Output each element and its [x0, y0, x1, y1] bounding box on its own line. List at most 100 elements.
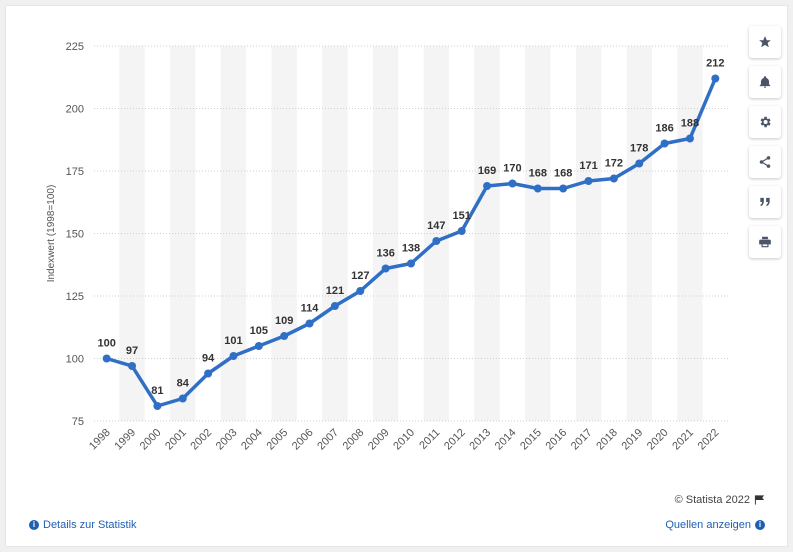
- column-band: [677, 46, 703, 421]
- x-tick-label: 2018: [594, 427, 620, 453]
- y-tick-label: 100: [66, 354, 84, 366]
- x-tick-label: 2004: [239, 427, 265, 453]
- data-label: 84: [177, 378, 190, 390]
- data-point: [128, 362, 137, 370]
- x-tick-label: 2019: [620, 427, 646, 453]
- x-tick-label: 2008: [341, 427, 367, 453]
- flag-icon: [754, 495, 765, 505]
- data-point: [508, 179, 517, 188]
- x-tick-label: 2015: [518, 427, 544, 453]
- data-label: 81: [151, 385, 163, 397]
- data-point: [584, 177, 593, 185]
- settings-button[interactable]: [749, 106, 781, 138]
- data-point: [153, 402, 162, 410]
- copyright-text: © Statista 2022: [674, 494, 750, 506]
- details-link-label: Details zur Statistik: [43, 519, 137, 531]
- data-point: [432, 237, 441, 245]
- x-tick-label: 2021: [670, 427, 696, 453]
- y-tick-label: 150: [66, 229, 84, 241]
- x-tick-label: 2000: [138, 427, 164, 453]
- data-label: 114: [301, 303, 320, 315]
- x-tick-label: 2012: [442, 427, 468, 453]
- action-sidebar: [749, 26, 783, 258]
- column-band: [575, 46, 602, 421]
- data-point: [356, 287, 365, 295]
- gear-icon: [760, 116, 771, 128]
- x-tick-label: 2001: [163, 427, 189, 453]
- data-label: 127: [351, 270, 369, 282]
- data-label: 169: [478, 165, 496, 177]
- favorite-button[interactable]: [749, 26, 781, 58]
- x-tick-label: 2010: [391, 427, 417, 453]
- data-point: [533, 184, 542, 193]
- data-point: [711, 74, 720, 83]
- data-label: 212: [706, 58, 724, 70]
- x-tick-label: 2009: [366, 427, 392, 453]
- x-tick-label: 2005: [265, 427, 291, 453]
- data-point: [559, 184, 568, 193]
- x-tick-label: 2020: [645, 427, 671, 453]
- print-icon: [759, 236, 771, 248]
- x-tick-label: 2006: [290, 427, 316, 453]
- column-band: [220, 46, 247, 421]
- x-tick-label: 2013: [467, 427, 493, 453]
- data-label: 172: [605, 158, 623, 170]
- data-point: [483, 182, 492, 190]
- y-tick-label: 225: [66, 41, 84, 53]
- data-point: [102, 354, 111, 363]
- sources-link[interactable]: Quellen anzeigen i: [665, 519, 765, 531]
- data-point: [204, 369, 213, 378]
- details-link[interactable]: i Details zur Statistik: [29, 519, 137, 531]
- chart-card: 75 100 125 150 175 200 225 Indexwert (1998=100)…: [5, 5, 788, 547]
- data-label: 109: [275, 315, 293, 327]
- data-point: [178, 394, 187, 403]
- info-icon: i: [29, 520, 39, 530]
- data-point: [609, 174, 618, 183]
- x-tick-label: 2016: [543, 427, 569, 453]
- data-label: 136: [376, 248, 394, 260]
- cite-button[interactable]: [749, 186, 781, 218]
- data-label: 97: [126, 345, 138, 357]
- data-label: 100: [98, 338, 116, 350]
- column-band: [525, 46, 551, 421]
- data-label: 168: [554, 168, 572, 180]
- x-tick-label: 2011: [417, 427, 442, 452]
- column-band: [119, 46, 145, 421]
- data-point: [254, 342, 263, 350]
- y-tick-label: 125: [66, 291, 84, 303]
- quote-icon: [760, 197, 770, 207]
- data-label: 171: [579, 160, 597, 172]
- column-band: [170, 46, 196, 421]
- share-icon: [759, 156, 771, 168]
- data-label: 151: [453, 210, 471, 222]
- notification-button[interactable]: [749, 66, 781, 98]
- x-tick-label: 1998: [87, 427, 113, 453]
- line-chart: 75 100 125 150 175 200 225 Indexwert (1998=100)…: [46, 41, 728, 453]
- y-tick-label: 75: [72, 416, 84, 428]
- data-point: [660, 139, 669, 148]
- data-point: [280, 332, 289, 340]
- share-button[interactable]: [749, 146, 781, 178]
- data-point: [635, 159, 644, 168]
- data-label: 138: [402, 243, 420, 255]
- y-tick-label: 200: [66, 104, 84, 116]
- data-label: 101: [224, 335, 242, 347]
- column-band: [271, 46, 297, 421]
- column-band: [626, 46, 652, 421]
- data-point: [330, 302, 339, 310]
- x-tick-label: 2022: [696, 427, 722, 453]
- data-label: 168: [529, 168, 547, 180]
- data-label: 121: [326, 285, 344, 297]
- x-tick-label: 1999: [112, 427, 138, 453]
- data-label: 188: [681, 118, 699, 130]
- data-label: 147: [427, 220, 445, 232]
- print-button[interactable]: [749, 226, 781, 258]
- data-label: 186: [655, 123, 673, 135]
- data-label: 170: [503, 163, 521, 175]
- data-point: [381, 264, 390, 273]
- data-point: [457, 227, 466, 235]
- x-tick-label: 2002: [188, 427, 214, 453]
- data-point: [229, 352, 238, 360]
- data-point: [407, 259, 415, 268]
- data-label: 178: [630, 143, 648, 155]
